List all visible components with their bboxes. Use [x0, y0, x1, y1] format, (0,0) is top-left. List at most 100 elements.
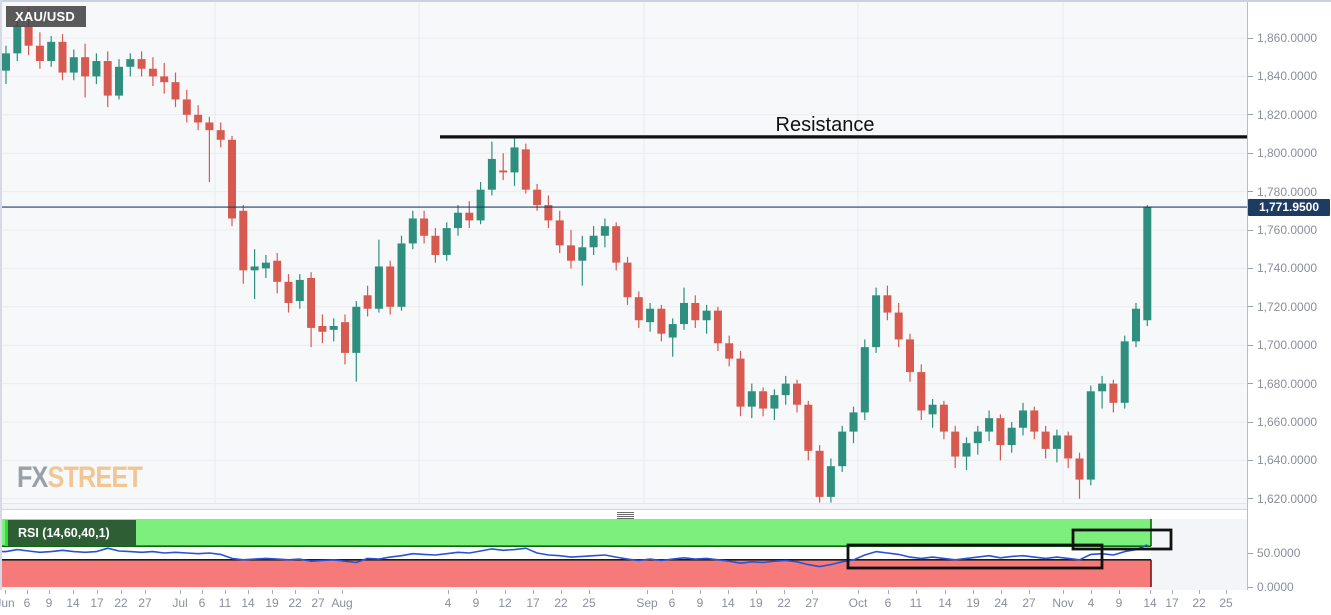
price-axis[interactable]: 1,860.0000 1,840.0000 1,820.0000 1,800.0000…	[1247, 0, 1331, 594]
axis-tick	[1248, 229, 1253, 231]
date-label: Oct	[848, 596, 868, 610]
candle-body	[951, 431, 960, 457]
date-tick	[448, 590, 449, 594]
date-label: 4	[444, 596, 452, 610]
date-label: 6	[23, 596, 31, 610]
date-label: 9	[1115, 596, 1123, 610]
date-tick	[916, 590, 917, 594]
date-label: 14	[938, 596, 952, 610]
date-label: 25	[582, 596, 596, 610]
price-axis-label: 1,760.0000	[1248, 223, 1317, 237]
date-label: 4	[1087, 596, 1095, 610]
candle-body	[1086, 391, 1095, 480]
date-axis[interactable]: Jun6914172227Jul61114192227Aug4912172225…	[0, 590, 1247, 615]
candle-body	[793, 383, 801, 405]
candle-body	[352, 306, 361, 353]
candle-body	[894, 312, 903, 340]
price-axis-label: 1,780.0000	[1248, 185, 1317, 199]
candle-body	[284, 281, 293, 303]
rsi-overbought-band	[0, 519, 1151, 547]
date-label: 14	[66, 596, 80, 610]
splitter-grip-icon[interactable]	[617, 512, 634, 519]
fxstreet-logo: FXSTREET	[17, 461, 143, 495]
price-chart-canvas[interactable]: Resistance	[0, 0, 1247, 503]
rsi-axis-label: 0.0000	[1248, 580, 1294, 594]
price-axis-label: 1,620.0000	[1248, 492, 1317, 506]
price-axis-label: 1,820.0000	[1248, 108, 1317, 122]
axis-border	[1247, 0, 1248, 590]
candle-body	[589, 235, 598, 248]
candle-body	[374, 266, 383, 309]
candle-body	[781, 383, 790, 396]
candle-body	[58, 41, 67, 73]
date-tick	[1001, 590, 1002, 594]
rsi-annotation-box[interactable]	[846, 543, 1104, 570]
date-tick	[756, 590, 757, 594]
date-label: 14	[721, 596, 735, 610]
date-label: 22	[114, 596, 128, 610]
rsi-badge-accent	[5, 520, 8, 546]
date-label: 24	[994, 596, 1008, 610]
candle-body	[13, 26, 22, 54]
candle-body	[939, 404, 948, 432]
candle-body	[1041, 431, 1050, 449]
date-tick	[672, 590, 673, 594]
rsi-indicator-badge[interactable]: RSI (14,60,40,1)	[5, 520, 136, 546]
fxstreet-logo-fx: FX	[17, 461, 48, 494]
candle-body	[1109, 383, 1118, 403]
date-label: 14	[1143, 596, 1157, 610]
candle-body	[1143, 207, 1152, 321]
rsi-panel-canvas[interactable]	[0, 519, 1247, 591]
date-tick	[295, 590, 296, 594]
candle-body	[691, 302, 700, 321]
candle-body	[1098, 383, 1107, 392]
date-tick	[1226, 590, 1227, 594]
candle-body	[261, 262, 270, 269]
candle-body	[1075, 458, 1084, 480]
candle-body	[363, 295, 372, 309]
candle-body	[826, 466, 835, 497]
candle-body	[555, 220, 564, 246]
candle-body	[69, 57, 78, 73]
date-label: 6	[884, 596, 892, 610]
candle-body	[160, 76, 169, 83]
candle-body	[973, 431, 982, 444]
candle-body	[499, 170, 508, 173]
date-label: 17	[90, 596, 104, 610]
rsi-annotation-box[interactable]	[1071, 528, 1173, 551]
candle-body	[770, 395, 779, 409]
candle-body	[115, 66, 123, 96]
date-tick	[248, 590, 249, 594]
axis-tick	[1248, 421, 1253, 423]
candle-body	[386, 266, 395, 307]
candle-body	[81, 57, 90, 77]
date-label: 22	[288, 596, 302, 610]
candle-body	[329, 326, 338, 330]
candle-body	[487, 158, 496, 190]
candle-body	[24, 26, 33, 46]
date-label: 22	[554, 596, 568, 610]
candle-body	[1052, 435, 1061, 449]
candle-body	[476, 189, 485, 221]
candle-body	[985, 418, 994, 432]
candle-body	[747, 391, 756, 407]
candle-body	[634, 297, 643, 321]
date-label: 9	[472, 596, 480, 610]
candle-body	[341, 322, 349, 353]
date-tick	[561, 590, 562, 594]
date-label: 22	[1192, 596, 1206, 610]
rsi-badge-label: RSI (14,60,40,1)	[8, 520, 136, 546]
date-tick	[812, 590, 813, 594]
date-tick	[1199, 590, 1200, 594]
price-axis-label: 1,740.0000	[1248, 261, 1317, 275]
date-tick	[647, 590, 648, 594]
axis-tick	[1248, 152, 1253, 154]
date-tick	[1063, 590, 1064, 594]
candle-body	[1120, 341, 1129, 403]
price-axis-label: 1,720.0000	[1248, 300, 1317, 314]
date-tick	[202, 590, 203, 594]
candle-body	[623, 262, 632, 298]
current-price-badge: 1,771.9500	[1248, 199, 1330, 216]
date-tick	[180, 590, 181, 594]
